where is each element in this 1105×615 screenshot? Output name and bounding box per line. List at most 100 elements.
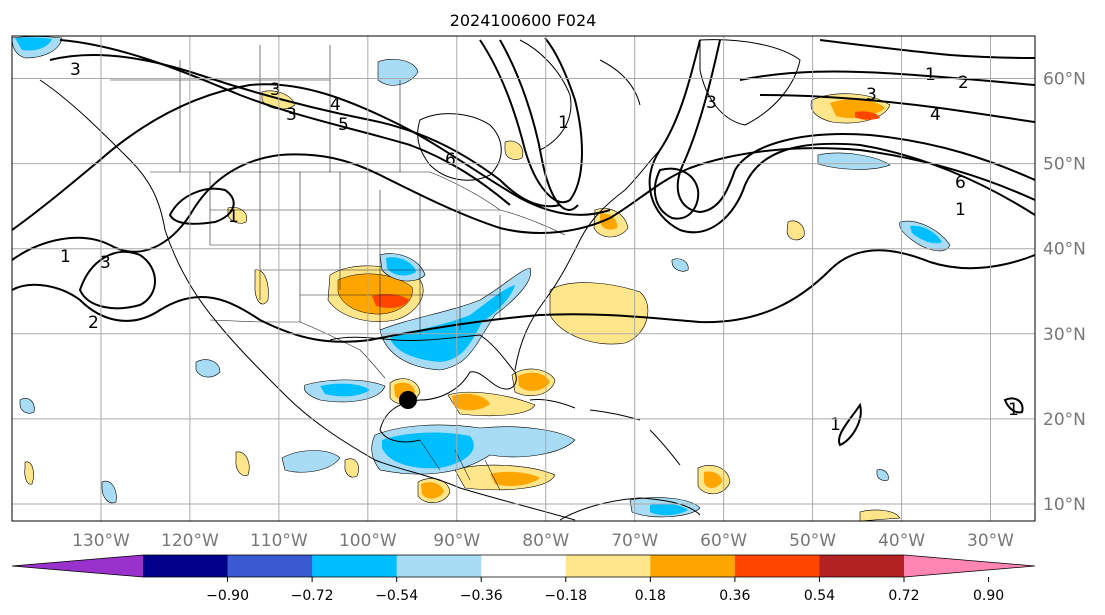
contour-line (49, 54, 561, 208)
central-america-borders (419, 439, 501, 491)
colorbar-bin (734, 555, 820, 577)
negative-anomaly-core (382, 432, 474, 469)
negative-anomaly-region (671, 258, 689, 272)
south-america-coast (559, 497, 701, 521)
negative-anomaly-region (195, 359, 221, 378)
political-borders (110, 45, 566, 491)
latitude-labels: 10°N 20°N 30°N 40°N 50°N 60°N (1043, 70, 1086, 515)
canada-provinces (110, 45, 401, 172)
colorbar-tick-label: −0.72 (291, 588, 334, 604)
contour-line (499, 39, 579, 211)
positive-anomaly-region (859, 509, 901, 522)
contour-label: 2 (88, 313, 99, 333)
contour-line (819, 39, 1036, 59)
figure-title: 2024100600 F024 (450, 11, 597, 30)
positive-anomaly-core (704, 471, 722, 488)
contour-line (676, 39, 1036, 214)
colorbar-extend-high (904, 555, 1035, 577)
us-mexico-border (209, 319, 386, 379)
colorbar-extend-low (12, 555, 143, 577)
colorbar-bin (650, 555, 736, 577)
longitude-tick-label: 130°W (72, 531, 130, 551)
contour-line (759, 94, 1036, 123)
contour-label: 1 (558, 113, 569, 133)
longitude-tick-label: 90°W (433, 531, 480, 551)
gridlines (12, 36, 1035, 521)
longitude-tick-label: 70°W (611, 531, 658, 551)
contour-line (479, 37, 583, 203)
hudson-bay (417, 113, 502, 181)
longitude-tick-label: 40°W (878, 531, 925, 551)
positive-anomaly-region (235, 451, 250, 476)
negative-anomaly-region (19, 398, 35, 414)
latitude-tick-label: 30°N (1043, 325, 1086, 345)
longitude-tick-label: 30°W (967, 531, 1014, 551)
positive-anomaly-region (786, 220, 805, 241)
contour-label: 1 (925, 65, 936, 85)
coastlines (39, 39, 801, 521)
positive-anomaly-core (490, 471, 540, 486)
negative-anomaly-core (390, 285, 515, 362)
colorbar-tick-label: 0.36 (719, 588, 750, 604)
storm-center-marker (399, 391, 417, 409)
colorbar-bin (396, 555, 482, 577)
contour-label: 1 (60, 247, 71, 267)
positive-anomaly-core (600, 213, 618, 230)
colorbar-bin (819, 555, 905, 577)
longitude-tick-label: 110°W (250, 531, 308, 551)
contour-label: 1 (228, 207, 239, 227)
negative-anomaly-core (650, 503, 688, 516)
contour-line (1003, 397, 1024, 414)
colorbar-tick-label: −0.90 (206, 588, 249, 604)
colorbar-tick-label: −0.18 (544, 588, 587, 604)
contour-label: 3 (270, 80, 281, 100)
colorbar-tick-label: −0.54 (375, 588, 418, 604)
contour-label: 1 (1008, 400, 1019, 420)
contour-label: 3 (100, 253, 111, 273)
colorbar-bin (565, 555, 651, 577)
negative-anomaly-core (386, 257, 416, 276)
contour-label: 3 (70, 60, 81, 80)
longitude-tick-label: 50°W (789, 531, 836, 551)
contour-label: 6 (445, 150, 456, 170)
colorbar: −0.90 −0.72 −0.54 −0.36 −0.18 0.18 0.36 0.54 0.7… (11, 554, 1036, 604)
colorbar-bin (481, 555, 567, 577)
positive-anomaly-core (452, 393, 490, 411)
longitude-tick-label: 80°W (522, 531, 569, 551)
contour-label: 1 (830, 415, 841, 435)
contour-line (59, 39, 511, 206)
state-borders (209, 172, 501, 335)
positive-anomaly-peak (855, 111, 880, 120)
contour-line (11, 83, 611, 231)
contour-label: 3 (706, 93, 717, 113)
contour-label: 3 (286, 105, 297, 125)
contour-label: 1 (955, 200, 966, 220)
contour-line (11, 249, 1036, 343)
negative-anomaly-region (281, 450, 341, 473)
contour-line (653, 167, 700, 220)
latitude-tick-label: 20°N (1043, 410, 1086, 430)
north-america-west-coast (39, 79, 576, 521)
longitude-tick-label: 60°W (700, 531, 747, 551)
positive-anomaly-region (227, 207, 248, 224)
colorbar-bin (312, 555, 398, 577)
latitude-tick-label: 40°N (1043, 240, 1086, 260)
contour-line (648, 39, 1036, 234)
negative-anomaly-region (101, 480, 117, 504)
negative-anomaly-region (876, 469, 889, 481)
contour-label: 6 (955, 173, 966, 193)
colorbar-tick-label: 0.54 (804, 588, 835, 604)
positive-anomaly-core (518, 372, 550, 391)
contour-label: 5 (338, 115, 349, 135)
colorbar-outline (11, 554, 1036, 578)
contour-label: 4 (930, 105, 941, 125)
contour-line (78, 250, 156, 310)
positive-anomaly-region (344, 458, 359, 478)
negative-anomaly-core (320, 383, 370, 397)
contour-label: 4 (330, 95, 341, 115)
greenland-coast (699, 39, 801, 126)
positive-anomaly-peak (372, 293, 410, 308)
map-panel: 1 2 3 1 3 4 5 6 1 3 1 2 3 4 6 1 1 1 3 3 (11, 35, 1036, 522)
contour-lines (11, 37, 1036, 447)
